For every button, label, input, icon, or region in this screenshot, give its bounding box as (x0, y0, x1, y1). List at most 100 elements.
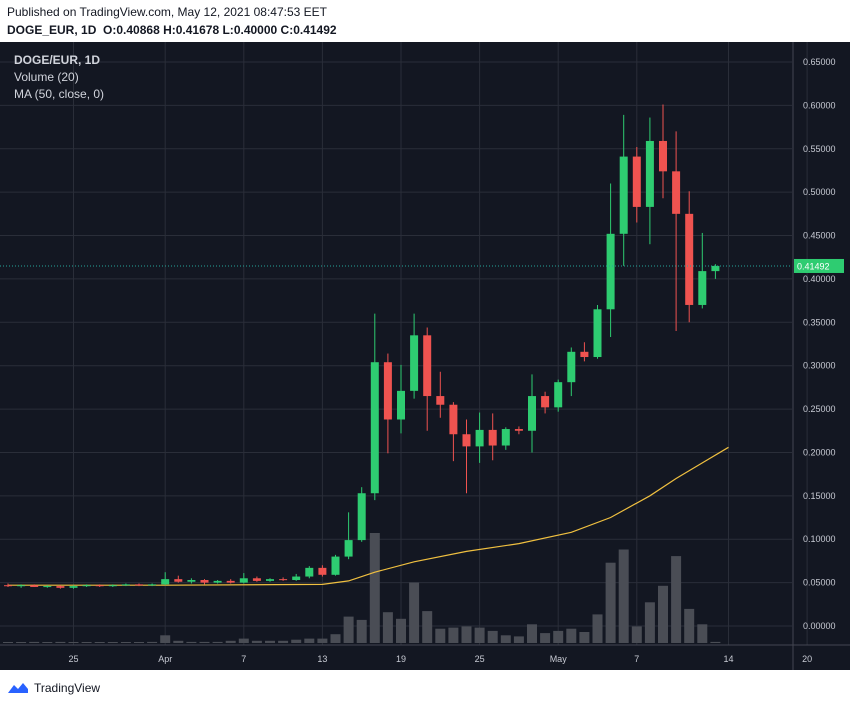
candle (436, 371, 445, 418)
volume-bar (658, 585, 668, 643)
volume-bar (68, 642, 79, 643)
y-tick-label: 0.45000 (803, 231, 836, 241)
candle-body (711, 265, 720, 272)
price-axis[interactable]: 0.65000 0.60000 0.55000 0.50000 0.45000 0.400… (803, 57, 836, 631)
candle (82, 584, 91, 587)
candle (95, 584, 104, 587)
volume-bar (382, 612, 393, 643)
candle-body (121, 584, 130, 586)
candle-body (567, 351, 576, 383)
volume-bar (3, 642, 13, 643)
price-chart[interactable]: 0.65000 0.60000 0.55000 0.50000 0.45000 0.400… (0, 42, 850, 670)
candle-body (580, 351, 589, 358)
volume-bar (160, 635, 171, 643)
y-tick-label: 0.20000 (803, 447, 836, 457)
y-tick-label: 0.40000 (803, 274, 836, 284)
candle (318, 565, 327, 577)
volume-bar (671, 556, 682, 643)
candle-body (331, 556, 340, 575)
candle (69, 585, 78, 589)
candle-body (318, 567, 327, 575)
candle (213, 580, 222, 584)
candle (632, 147, 641, 223)
volume-bar (186, 641, 197, 643)
candle-body (397, 390, 405, 420)
volume-bar (487, 630, 498, 643)
volume-bar (592, 614, 603, 643)
candle-body (410, 335, 419, 391)
time-axis[interactable]: 25 Apr 7 13 19 25 May 7 14 20 (68, 654, 812, 664)
volume-bar (566, 628, 577, 643)
candle-body (383, 362, 392, 420)
candle-body (370, 362, 379, 494)
y-tick-label: 0.15000 (803, 491, 836, 501)
candle-body (200, 580, 209, 583)
candle (659, 104, 667, 199)
candle (292, 573, 301, 581)
candle (554, 379, 563, 412)
x-tick-label: May (550, 654, 568, 664)
candle-body (344, 540, 353, 557)
candle-body (593, 309, 602, 358)
candle-body (449, 404, 458, 435)
candle-body (213, 580, 222, 583)
volume-bar (422, 611, 433, 643)
y-tick-label: 0.05000 (803, 578, 836, 588)
candle-body (279, 579, 288, 581)
candle (475, 412, 484, 463)
candle-body (226, 580, 235, 583)
volume-bar (225, 640, 236, 643)
volume-bar (356, 619, 367, 643)
candle (514, 426, 523, 435)
candle (305, 566, 314, 579)
candle (56, 585, 65, 589)
volume-bar (147, 641, 158, 643)
candle-body (541, 396, 550, 408)
candle (331, 554, 340, 576)
volume-bar (474, 627, 485, 643)
candle-body (69, 586, 78, 588)
candle-body (266, 579, 274, 581)
volume-bar (173, 640, 184, 643)
candle-body (4, 585, 12, 587)
volume-bar (212, 641, 223, 643)
volume-bar (540, 633, 551, 643)
candle-body (501, 429, 510, 446)
y-tick-label: 0.00000 (803, 621, 836, 631)
candle-body (554, 382, 563, 408)
candle (711, 264, 720, 279)
volume-bar (278, 640, 289, 643)
candle (528, 374, 536, 453)
candle-body (252, 578, 261, 581)
volume-bar (29, 641, 40, 643)
volume-bar (448, 627, 459, 643)
candle (108, 584, 117, 587)
candle (239, 573, 248, 584)
candle (344, 512, 353, 560)
symbol-ohlc-line: DOGE_EUR, 1D O:0.40868 H:0.41678 L:0.400… (7, 23, 337, 37)
candle (30, 584, 39, 587)
candle (200, 579, 209, 585)
volume-bar (199, 641, 210, 643)
volume-bar (396, 618, 406, 643)
volume-bar (265, 640, 275, 643)
candle (645, 117, 654, 245)
x-tick-label: 13 (317, 654, 327, 664)
volume-bar (435, 628, 446, 643)
candle-body (514, 429, 523, 431)
tradingview-footer[interactable]: TradingView (7, 679, 100, 697)
candle (4, 583, 12, 587)
tradingview-logo-icon (8, 683, 28, 693)
high-value: 0.41678 (175, 23, 220, 37)
candle (397, 364, 405, 434)
candle-body (632, 156, 641, 207)
candle-body (685, 213, 694, 305)
volume-bars (3, 533, 721, 643)
candle-body (475, 429, 484, 447)
candle (17, 584, 26, 588)
candle-body (292, 576, 301, 581)
candle (266, 578, 274, 582)
candle (593, 304, 602, 359)
candle-body (187, 580, 196, 582)
x-tick-label: 7 (634, 654, 639, 664)
